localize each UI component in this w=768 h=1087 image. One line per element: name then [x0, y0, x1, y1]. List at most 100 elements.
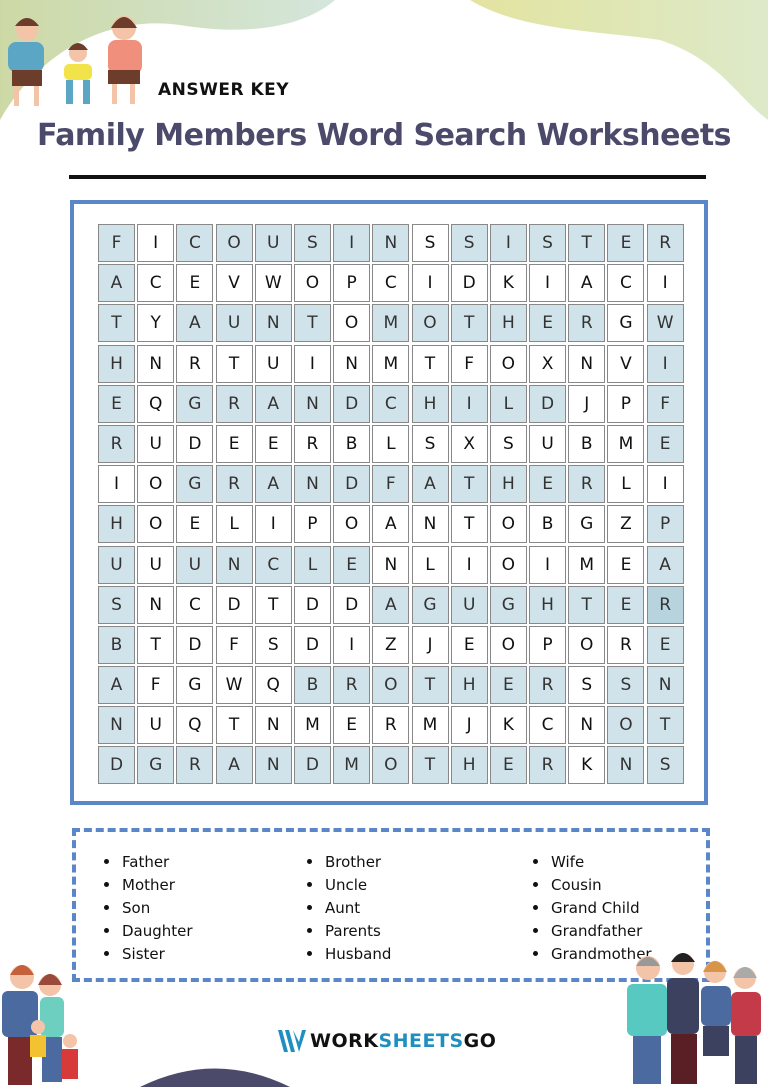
word-list-column: Wife Cousin Grand Child Grandfather Grandmot… — [533, 850, 652, 965]
word-list-item: Wife — [533, 850, 652, 873]
grid-cell: T — [411, 344, 449, 383]
grid-cell: G — [411, 585, 449, 624]
word-list-item: Sister — [104, 942, 193, 965]
grid-cell: D — [293, 746, 331, 785]
grid-cell: S — [450, 224, 488, 262]
grid-cell: N — [98, 706, 135, 745]
grid-cell: E — [529, 465, 567, 504]
grid-cell: M — [333, 746, 371, 785]
grid-cell: A — [176, 304, 214, 343]
grid-cell: L — [411, 545, 449, 584]
family-illustration-bottom-left — [2, 965, 78, 1085]
grid-cell: M — [293, 706, 331, 745]
bullet-icon — [104, 859, 109, 864]
grid-cell: G — [568, 505, 606, 544]
grid-cell: M — [568, 545, 606, 584]
grid-cell: N — [137, 344, 175, 383]
grid-cell: W — [254, 264, 292, 303]
grid-cell: Z — [607, 505, 645, 544]
grid-cell: W — [215, 666, 253, 705]
grid-cell: D — [176, 424, 214, 463]
grid-cell: T — [137, 625, 175, 664]
answer-key-label: ANSWER KEY — [158, 80, 290, 100]
bullet-icon — [533, 859, 538, 864]
word-list-column: Brother Uncle Aunt Parents Husband — [307, 850, 391, 965]
grid-cell: N — [607, 746, 645, 785]
grid-cell: Q — [176, 706, 214, 745]
grid-cell: N — [568, 344, 606, 383]
grid-cell: M — [607, 424, 645, 463]
grid-cell: O — [293, 264, 331, 303]
grid-cell: I — [646, 264, 684, 303]
word-label: Grand Child — [551, 898, 640, 917]
word-list-item: Father — [104, 850, 193, 873]
grid-cell: E — [176, 264, 214, 303]
grid-cell: J — [450, 706, 488, 745]
grid-cell: H — [450, 746, 488, 785]
grid-cell: E — [333, 545, 371, 584]
grid-cell: T — [293, 304, 331, 343]
page-title: Family Members Word Search Worksheets — [36, 118, 732, 153]
word-list-item: Uncle — [307, 873, 391, 896]
word-label: Grandfather — [551, 921, 643, 940]
grid-cell: I — [333, 625, 371, 664]
grid-cell: E — [529, 304, 567, 343]
grid-cell: L — [372, 424, 410, 463]
grid-cell: R — [646, 585, 684, 624]
bullet-icon — [307, 951, 312, 956]
grid-cell: P — [333, 264, 371, 303]
word-list-item: Parents — [307, 919, 391, 942]
grid-cell: E — [646, 424, 684, 463]
bullet-icon — [104, 951, 109, 956]
word-label: Cousin — [551, 875, 602, 894]
grid-cell: R — [98, 424, 135, 463]
grid-cell: A — [372, 505, 410, 544]
grid-cell: A — [372, 585, 410, 624]
grid-cell: N — [372, 224, 410, 262]
word-label: Parents — [325, 921, 381, 940]
grid-cell: N — [137, 585, 175, 624]
grid-cell: N — [254, 746, 292, 785]
grid-cell: P — [293, 505, 331, 544]
grid-cell: F — [646, 384, 684, 423]
grid-cell: B — [333, 424, 371, 463]
grid-cell: H — [450, 666, 488, 705]
grid-cell: N — [293, 384, 331, 423]
grid-cell: C — [254, 545, 292, 584]
grid-cell: O — [607, 706, 645, 745]
grid-cell: R — [529, 746, 567, 785]
grid-cell: N — [568, 706, 606, 745]
grid-cell: E — [98, 384, 135, 423]
grid-cell: D — [529, 384, 567, 423]
word-label: Son — [122, 898, 151, 917]
grid-cell: S — [254, 625, 292, 664]
grid-cell: N — [372, 545, 410, 584]
grid-cell: U — [137, 424, 175, 463]
grid-cell: L — [293, 545, 331, 584]
word-label: Mother — [122, 875, 175, 894]
grid-cell: R — [176, 344, 214, 383]
bullet-icon — [533, 882, 538, 887]
grid-cell: O — [489, 344, 527, 383]
grid-cell: E — [646, 625, 684, 664]
grid-cell: O — [372, 746, 410, 785]
grid-cell: D — [215, 585, 253, 624]
word-list-item: Aunt — [307, 896, 391, 919]
grid-cell: Z — [372, 625, 410, 664]
grid-cell: R — [293, 424, 331, 463]
grid-cell: W — [646, 304, 684, 343]
grid-cell: S — [568, 666, 606, 705]
grid-cell: T — [450, 304, 488, 343]
grid-cell: R — [333, 666, 371, 705]
grid-cell: U — [254, 344, 292, 383]
grid-cell: I — [293, 344, 331, 383]
grid-cell: I — [529, 264, 567, 303]
grid-cell: M — [372, 344, 410, 383]
grid-cell: U — [176, 545, 214, 584]
bullet-icon — [307, 905, 312, 910]
grid-cell: H — [411, 384, 449, 423]
grid-cell: M — [411, 706, 449, 745]
grid-cell: A — [568, 264, 606, 303]
grid-cell: T — [98, 304, 135, 343]
